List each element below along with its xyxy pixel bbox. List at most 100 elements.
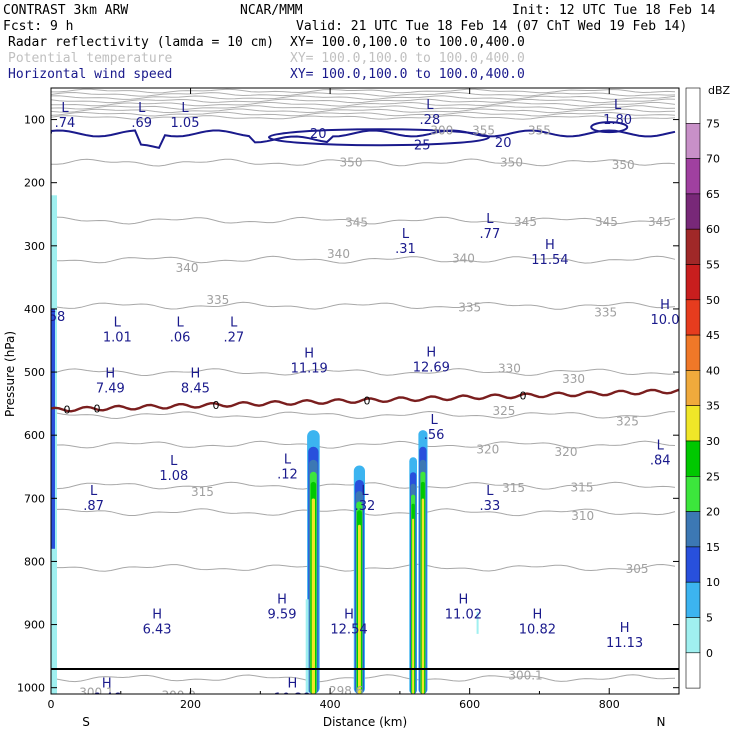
theta-label: 325 — [616, 414, 639, 428]
extremum-type: L — [114, 316, 122, 331]
extremum-value: .69 — [131, 116, 152, 131]
extremum-type: H — [459, 593, 469, 608]
theta-contour-325 — [51, 410, 676, 420]
y-tick-label: 400 — [24, 303, 45, 316]
colorbar-level: 60 — [706, 223, 720, 236]
zero-isotherm-label: 0 — [94, 403, 101, 416]
extremum-value: .77 — [480, 227, 501, 242]
x-end-label-north: N — [657, 715, 666, 729]
upper-theta-line — [51, 91, 676, 97]
colorbar-level: 55 — [706, 259, 720, 272]
wind-contour-25-small — [590, 121, 629, 134]
colorbar-level: 50 — [706, 294, 720, 307]
theta-label: 325 — [492, 404, 515, 418]
extremum-type: L — [430, 413, 438, 428]
colorbar-swatch — [685, 193, 701, 230]
extremum-value: 11.13 — [606, 636, 643, 651]
colorbar-swatch — [685, 228, 701, 265]
extremum-value: 1.05 — [171, 116, 200, 131]
extremum-type: H — [620, 621, 630, 636]
theta-label: 330 — [498, 361, 521, 375]
colorbar-level: 15 — [706, 541, 720, 554]
theta-label: 355 — [472, 123, 495, 137]
extremum-value: 8.45 — [181, 382, 210, 397]
theta-contour-350 — [51, 158, 676, 167]
small-echo — [476, 611, 479, 634]
extremum-type: H — [344, 607, 354, 622]
model-title: CONTRAST 3km ARW — [3, 3, 128, 18]
extrema-labels: L.74L.69L1.05L.28L1.80L.31L.77H11.54H10.… — [49, 98, 680, 707]
colorbar-swatch — [685, 440, 701, 477]
colorbar-level: 0 — [706, 647, 713, 660]
theta-label: 315 — [571, 481, 594, 495]
colorbar-swatch — [685, 581, 701, 618]
extremum-value: .33 — [480, 499, 501, 514]
y-tick-label: 800 — [24, 555, 45, 568]
upper-theta-line — [51, 114, 676, 120]
extremum-type: H — [545, 238, 555, 253]
y-tick-label: 1000 — [17, 682, 45, 695]
extremum-value: 11.19 — [291, 362, 328, 377]
extremum-value: 1.01 — [103, 331, 132, 346]
y-tick-label: 300 — [24, 240, 45, 253]
extremum-type: L — [61, 101, 69, 116]
extremum-value: 1.80 — [603, 113, 632, 128]
y-tick-label: 700 — [24, 492, 45, 505]
extremum-value: 10.29 — [274, 692, 311, 707]
zero-isotherm: 0 0 0 0 0 — [51, 388, 679, 416]
colorbar-level: 45 — [706, 329, 720, 342]
field-1-xy: XY= 100.0,100.0 to 100.0,400.0 — [290, 35, 525, 50]
y-tick-label: 900 — [24, 619, 45, 632]
wind-speed-contours: 20 25 20 — [51, 121, 676, 153]
theta-label: 340 — [327, 247, 350, 261]
x-tick-label: 200 — [180, 698, 201, 711]
colorbar-swatch — [685, 87, 701, 124]
colorbar-level: 5 — [706, 612, 713, 625]
extremum-type: L — [486, 484, 494, 499]
colorbar-level: 75 — [706, 117, 720, 130]
colorbar-swatch — [685, 617, 701, 654]
wind-label: 25 — [414, 138, 431, 153]
reflectivity-fields — [51, 195, 479, 694]
x-axis-label: Distance (km) — [323, 715, 407, 729]
x-tick-label: 400 — [320, 698, 341, 711]
theta-label: 298.6 — [329, 684, 363, 698]
colorbar-level: 30 — [706, 435, 720, 448]
left-edge-value: 58 — [49, 310, 66, 325]
upper-theta-line — [51, 98, 676, 104]
x-tick-label: 800 — [599, 698, 620, 711]
reflectivity-layer — [421, 498, 425, 694]
extremum-value: 12.54 — [330, 622, 367, 637]
reflectivity-layer — [412, 518, 415, 694]
theta-label: 335 — [458, 301, 481, 315]
extremum-type: H — [105, 367, 115, 382]
upper-theta-line — [51, 111, 676, 117]
colorbar-swatch — [685, 370, 701, 406]
extremum-type: L — [284, 453, 292, 468]
extremum-value: 12.69 — [413, 360, 450, 375]
field-3-xy: XY= 100.0,100.0 to 100.0,400.0 — [290, 67, 525, 82]
theta-label: 300.1 — [508, 669, 542, 683]
theta-label: 315 — [502, 481, 525, 495]
theta-label: 315 — [191, 485, 214, 499]
extremum-type: H — [102, 677, 112, 692]
extremum-value: 7.49 — [96, 382, 125, 397]
extremum-value: 10.0 — [651, 313, 680, 328]
theta-contour-345 — [51, 216, 676, 225]
extremum-type: L — [614, 98, 622, 113]
org-label: NCAR/MMM — [240, 3, 303, 18]
theta-label: 345 — [648, 215, 671, 229]
extremum-type: L — [361, 484, 369, 499]
theta-label: 335 — [594, 306, 617, 320]
theta-contour-340 — [51, 255, 676, 264]
y-axis-label: Pressure (hPa) — [3, 331, 17, 417]
theta-label: 320 — [555, 445, 578, 459]
y-tick-label: 600 — [24, 429, 45, 442]
extremum-type: H — [304, 347, 314, 362]
colorbar-swatch — [685, 123, 701, 159]
y-tick-label: 200 — [24, 177, 45, 190]
zero-isotherm-label: 0 — [213, 399, 220, 412]
extremum-value: 1.08 — [159, 469, 188, 484]
